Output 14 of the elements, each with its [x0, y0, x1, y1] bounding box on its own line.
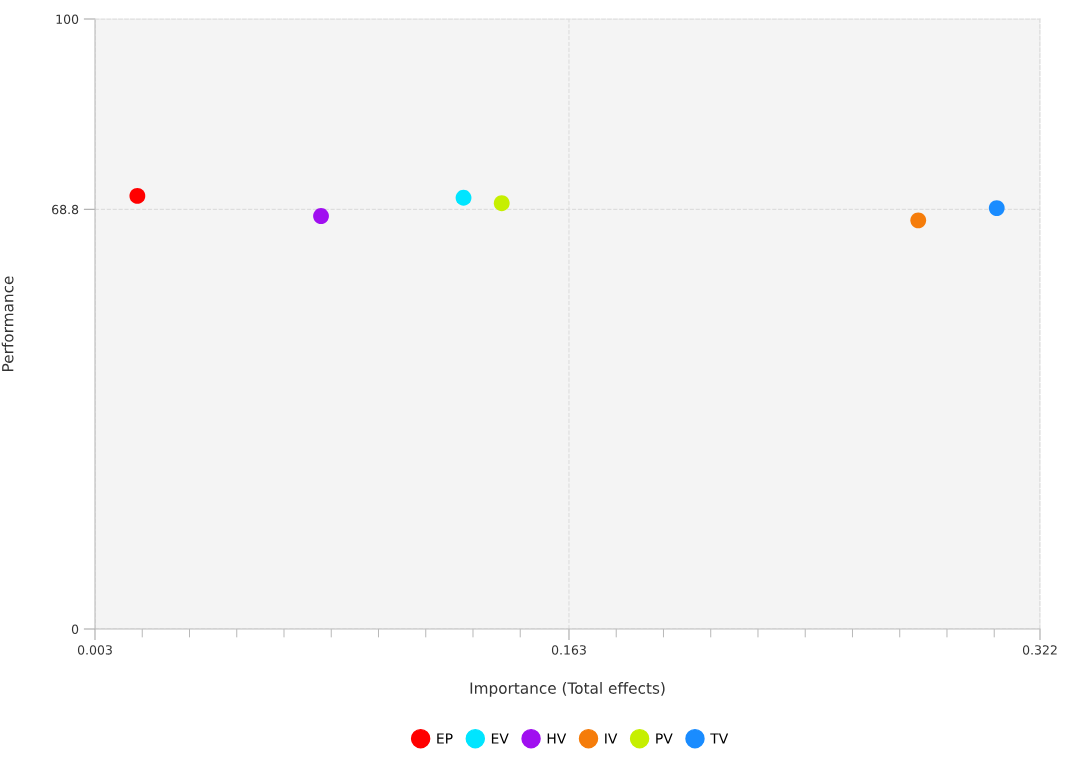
- legend-label: TV: [710, 733, 729, 744]
- x-tick-label: 0.163: [551, 645, 586, 655]
- x-axis-title: Importance (Total effects): [470, 682, 665, 697]
- legend-label: PV: [656, 733, 673, 744]
- y-axis-title: Performance: [1, 276, 14, 371]
- y-tick-label: 0: [71, 624, 79, 634]
- legend-label: HV: [547, 733, 567, 744]
- x-tick-label: 0.322: [1022, 645, 1057, 655]
- legend-label: EP: [437, 733, 453, 744]
- legend-label: EV: [491, 733, 509, 744]
- y-tick-label: 100: [56, 14, 79, 24]
- y-tick-label: 68.8: [52, 204, 79, 215]
- x-tick-label: 0.003: [77, 645, 112, 655]
- legend-label: IV: [605, 733, 618, 744]
